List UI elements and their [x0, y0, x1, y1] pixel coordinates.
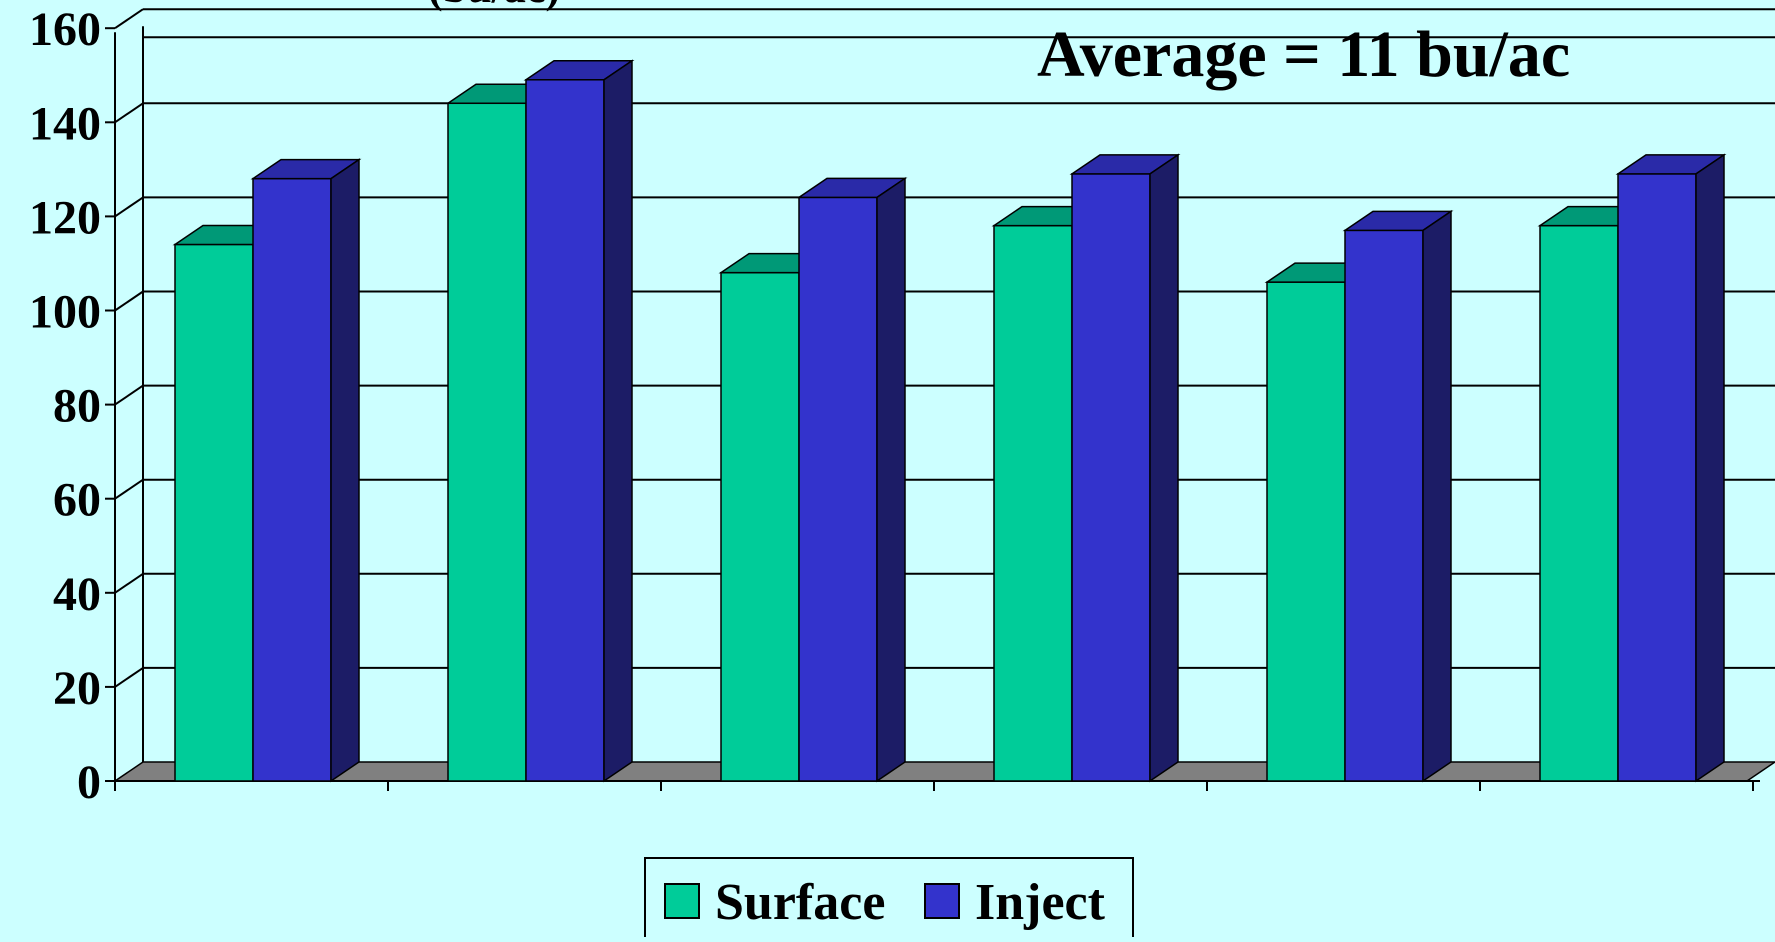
bar-inject-2	[523, 59, 635, 783]
bar-inject-1	[250, 158, 362, 783]
bar-inject-5	[1342, 209, 1454, 783]
gridline-side	[114, 102, 144, 124]
gridline-side	[114, 384, 144, 406]
gridline-side	[114, 290, 144, 312]
gridline-side	[114, 478, 144, 500]
legend-label-surface: Surface	[715, 874, 885, 931]
y-tick-label: 60	[53, 474, 101, 527]
bar-front	[447, 102, 527, 782]
legend-box	[644, 857, 1134, 942]
y-tick-label: 0	[77, 756, 101, 809]
bar-front	[174, 243, 254, 782]
legend-swatch-surface	[664, 883, 700, 919]
y-tick-label: 120	[29, 191, 101, 244]
bar-side	[1149, 153, 1179, 783]
bar-side	[876, 176, 906, 783]
legend: Surface Inject	[644, 857, 1134, 942]
bar-front	[1266, 281, 1346, 782]
gridline-side	[114, 572, 144, 594]
bar-inject-6	[1615, 153, 1727, 783]
bar-side	[603, 59, 633, 783]
bar-front	[252, 177, 332, 782]
bar-surface-6	[1537, 205, 1649, 782]
y-tick-label: 80	[53, 380, 101, 433]
bar-side	[330, 158, 360, 783]
bar-front	[1344, 229, 1424, 782]
bar-surface-3	[718, 252, 830, 782]
bar-front	[720, 271, 800, 782]
legend-swatch-inject	[924, 883, 960, 919]
bar-front	[1617, 173, 1697, 782]
y-tick-label: 100	[29, 286, 101, 339]
bar-side	[1695, 153, 1725, 783]
y-tick-label: 40	[53, 568, 101, 621]
bars	[172, 59, 1727, 783]
bar-surface-5	[1264, 262, 1376, 782]
gridline-side	[114, 8, 144, 30]
bar-front	[798, 196, 878, 782]
bar-front	[1071, 173, 1151, 782]
y-tick-label: 140	[29, 97, 101, 150]
bar-front	[1539, 224, 1619, 782]
y-tick-label: 160	[29, 3, 101, 56]
bar-front	[993, 224, 1073, 782]
chart-floor	[112, 761, 1775, 782]
bar-side	[1422, 209, 1452, 783]
y-tick-label: 20	[53, 662, 101, 715]
axes: 0 20 40 60 80 100 120 140 160	[29, 3, 1760, 809]
bar-inject-3	[796, 176, 908, 783]
grid	[112, 8, 1775, 782]
y-axis-label: (bu/ac)	[428, 0, 560, 12]
legend-label-inject: Inject	[975, 874, 1106, 931]
gridline-side	[114, 196, 144, 218]
bar-inject-4	[1069, 153, 1181, 783]
average-annotation: Average = 11 bu/ac	[1037, 18, 1570, 91]
gridline-side	[114, 667, 144, 688]
bar-front	[525, 79, 605, 782]
